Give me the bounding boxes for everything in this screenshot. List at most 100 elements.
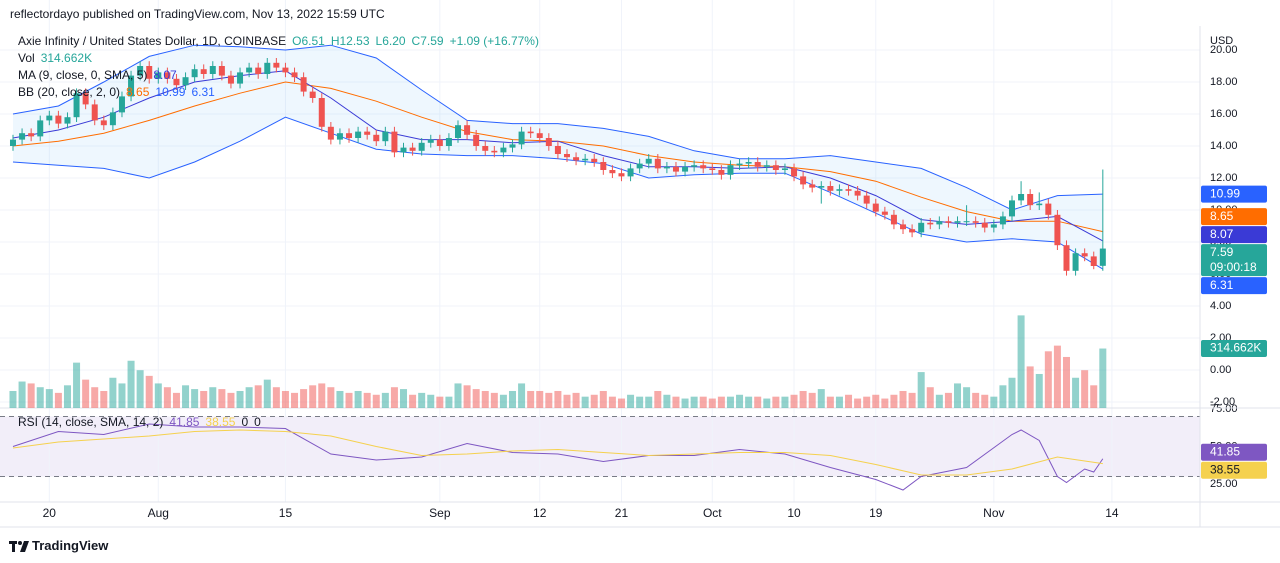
rsi-tick-label: 25.00: [1210, 478, 1238, 490]
volume-bar: [1044, 351, 1052, 408]
y-tick-label: 14.00: [1210, 140, 1238, 152]
volume-bar: [772, 396, 780, 408]
volume-bar: [754, 396, 762, 408]
volume-bar: [845, 394, 853, 408]
candle-body: [1081, 253, 1088, 257]
candle-body: [455, 125, 462, 138]
volume-bar: [536, 390, 544, 408]
volume-bar: [272, 387, 280, 408]
x-tick-label: Nov: [983, 506, 1004, 520]
candle-body: [209, 66, 216, 74]
price-marker-label: 7.59: [1210, 245, 1234, 259]
candle-body: [445, 138, 452, 146]
volume-bar: [663, 394, 671, 408]
candle-body: [800, 176, 807, 185]
volume-bar: [781, 396, 789, 408]
legend-value: 8.65: [126, 85, 150, 99]
legend-ohlc: C7.59: [411, 34, 444, 48]
bb-line: [12, 44, 1103, 211]
candle-body: [182, 77, 189, 86]
volume-bar: [899, 390, 907, 408]
candle-body: [473, 134, 480, 146]
candle-body: [536, 133, 543, 138]
candle-body: [436, 139, 443, 146]
candle-body: [609, 170, 616, 174]
candle-body: [781, 168, 788, 170]
volume-bar: [363, 392, 371, 408]
candle-body: [963, 221, 970, 223]
candle-body: [291, 72, 298, 78]
volume-bar: [872, 394, 880, 408]
candle-body: [418, 142, 425, 151]
volume-bar: [599, 390, 607, 408]
candle-body: [346, 133, 353, 138]
volume-bar: [508, 390, 516, 408]
volume-bar: [281, 390, 289, 408]
volume-bar: [200, 390, 208, 408]
price-marker-label: 6.31: [1210, 278, 1234, 292]
volume-bar: [91, 387, 99, 408]
volume-bar: [926, 387, 934, 408]
candle-body: [364, 131, 371, 135]
candle-body: [582, 158, 589, 161]
candle-body: [109, 112, 116, 126]
candle-body: [46, 115, 53, 121]
legend-value: 8.07: [153, 68, 177, 82]
x-tick-label: 14: [1105, 506, 1119, 520]
price-marker-label: 8.07: [1210, 227, 1234, 241]
footer-brand: TradingView: [32, 538, 109, 553]
volume-bar: [227, 392, 235, 408]
volume-bar: [400, 389, 408, 408]
volume-bar: [454, 383, 462, 408]
volume-bar: [345, 392, 353, 408]
candle-body: [164, 72, 171, 79]
candle-body: [264, 62, 271, 74]
candle-body: [373, 134, 380, 142]
volume-bar: [636, 396, 644, 408]
legend-row: MA (9, close, 0, SMA, 5) 8.07: [18, 67, 545, 84]
candle-body: [772, 165, 779, 170]
volume-bar: [699, 396, 707, 408]
volume-bar: [654, 390, 662, 408]
candle-body: [327, 126, 334, 140]
volume-bar: [745, 396, 753, 408]
candle-body: [545, 138, 552, 146]
volume-bar: [1026, 366, 1034, 408]
candle-body: [754, 162, 761, 167]
volume-bar: [1072, 377, 1080, 408]
volume-bar: [563, 394, 571, 408]
volume-bar: [681, 398, 689, 408]
volume-bar: [100, 390, 108, 408]
volume-bar: [418, 392, 426, 408]
candle-body: [972, 221, 979, 223]
y-tick-label: 18.00: [1210, 76, 1238, 88]
candle-body: [118, 96, 125, 113]
price-legend: Axie Infinity / United States Dollar, 1D…: [18, 33, 545, 101]
volume-bar: [409, 394, 417, 408]
volume-bar: [908, 392, 916, 408]
candle-body: [827, 186, 834, 191]
candle-body: [636, 163, 643, 169]
volume-bar: [463, 385, 471, 408]
legend-value: 314.662K: [40, 51, 93, 65]
candle-body: [391, 131, 398, 153]
logo-shape: [12, 541, 15, 552]
candle-body: [282, 67, 289, 73]
candle-body: [600, 162, 607, 170]
rsi-line: [12, 429, 1103, 476]
candle-body: [9, 139, 16, 146]
volume-bar: [817, 389, 825, 408]
y-tick-label: 16.00: [1210, 108, 1238, 120]
candle-body: [791, 168, 798, 177]
candle-body: [246, 67, 253, 73]
volume-bar: [763, 398, 771, 408]
volume-bar: [9, 390, 17, 408]
volume-bar: [527, 390, 535, 408]
candle-body: [28, 133, 35, 137]
legend-title: Axie Infinity / United States Dollar, 1D…: [18, 34, 287, 48]
volume-bar: [1017, 315, 1025, 408]
volume-bar: [881, 398, 889, 408]
candle-body: [745, 162, 752, 164]
x-tick-label: Sep: [429, 506, 451, 520]
candle-body: [945, 221, 952, 223]
